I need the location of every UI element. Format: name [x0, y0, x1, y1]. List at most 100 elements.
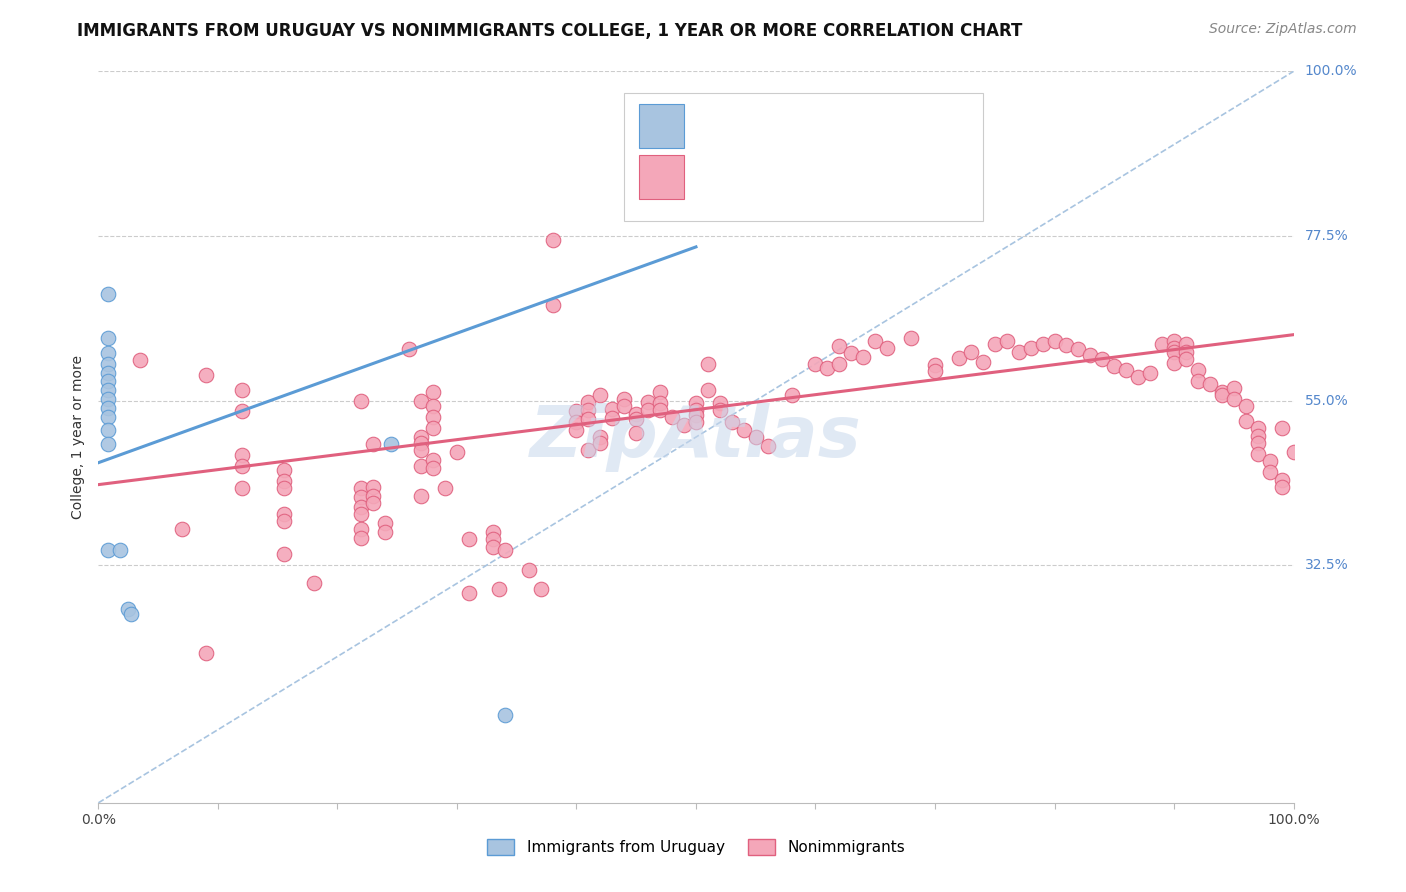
Point [697, 383, 720, 397]
Point [350, 531, 373, 545]
Text: 32.5%: 32.5% [1305, 558, 1348, 572]
Point [756, 439, 779, 453]
Point [602, 402, 624, 417]
Point [350, 393, 373, 408]
Point [411, 489, 433, 503]
Point [804, 357, 827, 371]
Point [1258, 454, 1281, 468]
Point [972, 355, 994, 369]
Point [97, 331, 120, 345]
Point [1067, 342, 1090, 356]
Point [481, 540, 505, 554]
Point [852, 350, 875, 364]
Point [565, 423, 588, 437]
Point [637, 403, 659, 417]
Point [273, 463, 295, 477]
Point [363, 489, 385, 503]
Point [231, 404, 253, 418]
Point [494, 708, 516, 723]
Point [1247, 421, 1270, 435]
Point [578, 443, 600, 458]
Point [626, 426, 648, 441]
Point [1234, 414, 1257, 428]
FancyBboxPatch shape [624, 94, 983, 221]
Point [458, 533, 481, 547]
Point [1175, 351, 1198, 366]
Point [685, 416, 707, 430]
Point [960, 344, 983, 359]
Point [541, 233, 564, 247]
Point [541, 298, 564, 312]
Point [709, 403, 731, 417]
Point [578, 403, 600, 417]
Point [1199, 377, 1222, 392]
Point [1258, 465, 1281, 479]
Point [97, 287, 120, 301]
Point [1271, 473, 1294, 487]
FancyBboxPatch shape [638, 104, 685, 148]
Point [129, 353, 152, 368]
Point [828, 338, 851, 352]
Point [578, 395, 600, 409]
Point [565, 416, 588, 430]
Text: N =: N = [785, 117, 830, 136]
Point [1247, 447, 1270, 461]
Point [117, 602, 139, 616]
Point [948, 351, 970, 365]
Point [446, 444, 468, 458]
Point [589, 430, 612, 444]
Point [422, 409, 444, 424]
Point [97, 384, 120, 398]
Point [685, 408, 707, 422]
Point [685, 403, 707, 417]
Point [350, 481, 373, 495]
Point [302, 576, 325, 591]
Point [780, 387, 803, 401]
Point [374, 525, 396, 540]
FancyBboxPatch shape [638, 155, 685, 200]
Point [721, 416, 744, 430]
Point [231, 481, 253, 495]
Point [350, 521, 373, 535]
Point [1152, 337, 1174, 351]
Point [422, 421, 444, 435]
Point [1175, 337, 1198, 351]
Point [411, 459, 433, 474]
Point [828, 357, 851, 371]
Point [97, 366, 120, 380]
Point [697, 357, 720, 371]
Text: ZipAtlas: ZipAtlas [530, 402, 862, 472]
Point [648, 403, 672, 417]
Point [350, 500, 373, 514]
Point [195, 646, 218, 660]
Point [1211, 384, 1233, 399]
Text: N =: N = [785, 169, 830, 186]
Point [924, 364, 946, 378]
Point [97, 543, 120, 558]
Point [411, 436, 433, 450]
Point [458, 586, 481, 600]
Point [97, 357, 120, 371]
Point [637, 395, 659, 409]
Point [363, 437, 385, 451]
Point [97, 375, 120, 389]
Point [195, 368, 218, 382]
Point [1163, 356, 1185, 370]
Point [745, 430, 768, 444]
Point [1175, 344, 1198, 359]
Point [1019, 341, 1042, 355]
Point [661, 410, 683, 425]
Point [865, 334, 887, 348]
Text: 100.0%: 100.0% [1305, 64, 1357, 78]
Point [565, 404, 588, 418]
Point [273, 507, 295, 521]
Point [434, 481, 457, 495]
Text: 18: 18 [855, 117, 880, 136]
Point [273, 474, 295, 488]
Point [1056, 338, 1078, 352]
Point [733, 423, 755, 437]
Point [578, 412, 600, 426]
Point [97, 392, 120, 406]
Point [815, 360, 838, 375]
Point [481, 533, 505, 547]
